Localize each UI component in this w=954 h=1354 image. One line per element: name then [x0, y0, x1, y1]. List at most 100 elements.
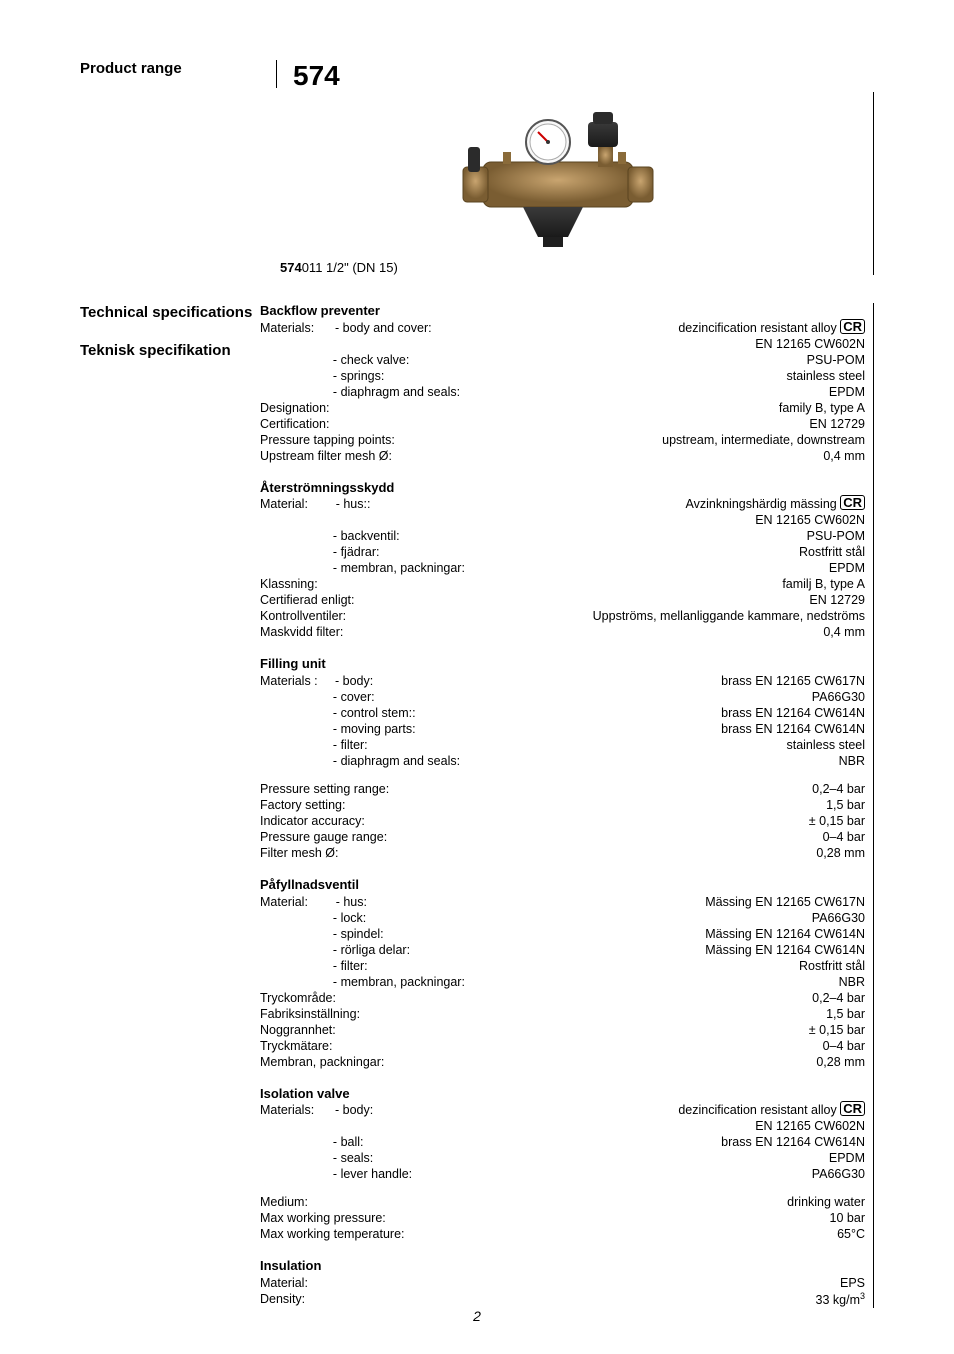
spec-value: PA66G30 — [812, 689, 865, 705]
spec-value: PSU-POM — [807, 528, 865, 544]
spec-row: Klassning: familj B, type A — [260, 576, 865, 592]
spec-value: EN 12729 — [809, 592, 865, 608]
spec-row: - seals:EPDM — [260, 1150, 865, 1166]
spec-row: Pressure gauge range:0–4 bar — [260, 829, 865, 845]
spec-value: PSU-POM — [807, 352, 865, 368]
spec-row: Medium:drinking water — [260, 1194, 865, 1210]
spec-label: Material: - hus: — [260, 894, 367, 910]
spec-value: EPDM — [829, 1150, 865, 1166]
spec-value: 0,28 mm — [816, 845, 865, 861]
spec-value: brass EN 12164 CW614N — [721, 721, 865, 737]
spec-value: 0–4 bar — [823, 1038, 865, 1054]
spec-row: Filter mesh Ø:0,28 mm — [260, 845, 865, 861]
spec-row: Material: - hus::Avzinkningshärdig mässi… — [260, 496, 865, 512]
product-number: 574 — [293, 60, 340, 92]
spec-label: - springs: — [260, 368, 384, 384]
spec-label: - fjädrar: — [260, 544, 379, 560]
spec-value: EPDM — [829, 560, 865, 576]
spec-row: - diaphragm and seals:EPDM — [260, 384, 865, 400]
spec-row: - filter:Rostfritt stål — [260, 958, 865, 974]
spec-label: - membran, packningar: — [260, 974, 465, 990]
cr-icon: CR — [840, 319, 865, 334]
spec-row: Factory setting:1,5 bar — [260, 797, 865, 813]
spec-value: EPS — [840, 1275, 865, 1291]
spec-row: - membran, packningar: NBR — [260, 974, 865, 990]
spec-label: Indicator accuracy: — [260, 813, 365, 829]
spec-label: - control stem:: — [260, 705, 416, 721]
spec-label: Pressure tapping points: — [260, 432, 395, 448]
spec-value: 33 kg/m3 — [816, 1291, 865, 1308]
spec-value: 0,4 mm — [823, 624, 865, 640]
spec-row: Kontrollventiler:Uppströms, mellanliggan… — [260, 608, 865, 624]
spec-row: - backventil: PSU-POM — [260, 528, 865, 544]
spec-label: - diaphragm and seals: — [260, 384, 460, 400]
page-number: 2 — [0, 1308, 954, 1324]
insulation-block: Insulation Material:EPSDensity:33 kg/m3 — [260, 1258, 865, 1308]
spec-label: - spindel: — [260, 926, 384, 942]
spec-value: Avzinkningshärdig mässing CR — [686, 496, 866, 512]
spec-label: - membran, packningar: — [260, 560, 465, 576]
spec-label: - filter: — [260, 737, 368, 753]
spec-row: - lever handle:PA66G30 — [260, 1166, 865, 1182]
spec-label: Certifierad enligt: — [260, 592, 355, 608]
spec-value: brass EN 12164 CW614N — [721, 1134, 865, 1150]
product-image — [433, 92, 693, 252]
spec-label: - lever handle: — [260, 1166, 412, 1182]
spec-label: - check valve: — [260, 352, 409, 368]
spec-label: - backventil: — [260, 528, 400, 544]
spec-label: - filter: — [260, 958, 368, 974]
label-tech-sv: Teknisk specifikation — [80, 341, 260, 361]
spec-label: Material: - hus:: — [260, 496, 370, 512]
spec-value: PA66G30 — [812, 910, 865, 926]
spec-row: - fjädrar: Rostfritt stål — [260, 544, 865, 560]
spec-row: - membran, packningar: EPDM — [260, 560, 865, 576]
spec-row: Certifierad enligt: EN 12729 — [260, 592, 865, 608]
spec-row: - check valve: PSU-POM — [260, 352, 865, 368]
spec-label: Klassning: — [260, 576, 318, 592]
cr-icon: CR — [840, 1101, 865, 1116]
superscript: 3 — [860, 1291, 865, 1301]
spec-label: Noggrannhet: — [260, 1022, 336, 1038]
isolation-title: Isolation valve — [260, 1086, 865, 1103]
spec-label: Materials: - body: — [260, 1102, 373, 1118]
spec-label: - rörliga delar: — [260, 942, 410, 958]
spec-value: stainless steel — [786, 368, 865, 384]
spec-value: brass EN 12164 CW614N — [721, 705, 865, 721]
spec-row: - rörliga delar:Mässing EN 12164 CW614N — [260, 942, 865, 958]
spec-value: Rostfritt stål — [799, 544, 865, 560]
spec-label: Upstream filter mesh Ø: — [260, 448, 392, 464]
spec-label: Designation: — [260, 400, 330, 416]
spec-value: EN 12165 CW602N — [755, 336, 865, 352]
spec-value: dezincification resistant alloy CR — [678, 320, 865, 336]
spec-value: 0,4 mm — [823, 448, 865, 464]
spec-label: Material: — [260, 1275, 308, 1291]
spec-label: - lock: — [260, 910, 366, 926]
spec-label: Materials : - body: — [260, 673, 373, 689]
spec-row: Max working pressure:10 bar — [260, 1210, 865, 1226]
spec-row: Designation: family B, type A — [260, 400, 865, 416]
spec-label: Membran, packningar: — [260, 1054, 384, 1070]
spec-row: - moving parts:brass EN 12164 CW614N — [260, 721, 865, 737]
label-tech-en: Technical specifications — [80, 303, 260, 323]
spec-value: family B, type A — [779, 400, 865, 416]
spec-row: - control stem::brass EN 12164 CW614N — [260, 705, 865, 721]
spec-label: Max working temperature: — [260, 1226, 405, 1242]
spec-row: Fabriksinställning:1,5 bar — [260, 1006, 865, 1022]
spec-value: NBR — [839, 974, 865, 990]
spec-row: Materials : - body:brass EN 12165 CW617N — [260, 673, 865, 689]
spec-row: - lock: PA66G30 — [260, 910, 865, 926]
spec-value: familj B, type A — [782, 576, 865, 592]
spec-value: ± 0,15 bar — [809, 813, 865, 829]
backflow-title: Backflow preventer — [260, 303, 865, 320]
spec-label: Certification: — [260, 416, 329, 432]
spec-value: 0,2–4 bar — [812, 990, 865, 1006]
spec-row: Tryckområde:0,2–4 bar — [260, 990, 865, 1006]
spec-label: Tryckmätare: — [260, 1038, 332, 1054]
spec-row: Upstream filter mesh Ø: 0,4 mm — [260, 448, 865, 464]
spec-label: Maskvidd filter: — [260, 624, 343, 640]
spec-value: 1,5 bar — [826, 1006, 865, 1022]
spec-label: Medium: — [260, 1194, 308, 1210]
spec-row: Certification:EN 12729 — [260, 416, 865, 432]
spec-value: dezincification resistant alloy CR — [678, 1102, 865, 1118]
spec-value: 65°C — [837, 1226, 865, 1242]
